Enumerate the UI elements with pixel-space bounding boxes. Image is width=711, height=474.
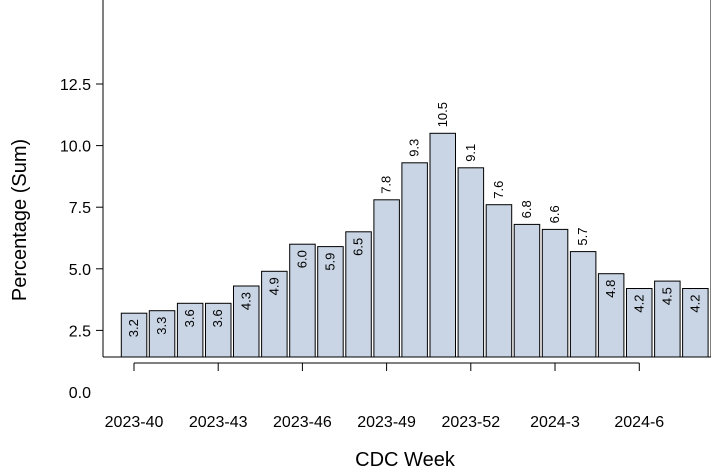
data-label: 6.6 bbox=[547, 205, 562, 223]
y-tick-label: 5.0 bbox=[69, 262, 91, 279]
y-tick-label: 7.5 bbox=[69, 200, 91, 217]
x-axis-title: CDC Week bbox=[355, 449, 456, 471]
data-label: 6.0 bbox=[294, 250, 309, 268]
y-ticks-group: 0.0 2.5 5.0 7.5 10.0 12.5 bbox=[60, 77, 103, 402]
bars-group: 3.2 3.3 3.6 3.6 4.3 4.9 6.0 5.9 6.5 7.8 9.3 10.5 9.1… bbox=[120, 102, 709, 358]
bar bbox=[569, 251, 597, 358]
y-tick-label: 0.0 bbox=[69, 385, 91, 402]
bar bbox=[120, 312, 148, 358]
data-label: 3.6 bbox=[210, 309, 225, 327]
data-label: 10.5 bbox=[435, 102, 450, 127]
y-tick-label: 10.0 bbox=[60, 139, 91, 156]
x-tick-label: 2024-6 bbox=[614, 414, 664, 431]
data-label: 3.3 bbox=[154, 317, 169, 335]
bar bbox=[289, 243, 316, 358]
bar bbox=[205, 302, 232, 358]
bar bbox=[626, 288, 653, 358]
bar bbox=[457, 167, 485, 358]
bar bbox=[401, 162, 428, 358]
bar bbox=[654, 280, 681, 358]
x-tick-label: 2023-43 bbox=[189, 414, 248, 431]
data-label: 6.8 bbox=[519, 200, 534, 218]
data-label: 6.5 bbox=[351, 238, 366, 256]
x-tick-label: 2023-52 bbox=[441, 414, 500, 431]
data-label: 5.7 bbox=[575, 228, 590, 246]
data-label: 5.9 bbox=[323, 253, 338, 271]
data-label: 4.2 bbox=[631, 295, 646, 313]
data-label: 9.3 bbox=[407, 139, 422, 157]
y-tick-label: 2.5 bbox=[69, 323, 91, 340]
bar bbox=[513, 223, 541, 358]
data-label: 7.8 bbox=[379, 176, 394, 194]
bar bbox=[597, 273, 625, 358]
x-ticks-group: 2023-40 2023-43 2023-46 2023-49 2023-52 2024-… bbox=[105, 362, 664, 431]
bar bbox=[373, 199, 400, 358]
bar bbox=[176, 302, 204, 358]
bar bbox=[148, 310, 176, 358]
data-label: 4.2 bbox=[687, 295, 702, 313]
data-label: 4.3 bbox=[238, 292, 253, 310]
data-label: 4.8 bbox=[603, 280, 618, 298]
data-label: 4.9 bbox=[266, 277, 281, 295]
x-tick-label: 2024-3 bbox=[530, 414, 580, 431]
bar bbox=[317, 246, 344, 358]
data-label: 7.6 bbox=[491, 181, 506, 199]
bar bbox=[261, 270, 288, 358]
y-axis-title: Percentage (Sum) bbox=[9, 139, 31, 301]
data-label: 4.5 bbox=[659, 287, 674, 305]
x-tick-label: 2023-49 bbox=[357, 414, 416, 431]
bar bbox=[233, 285, 260, 358]
x-tick-label: 2023-46 bbox=[273, 414, 332, 431]
data-label: 9.1 bbox=[463, 144, 478, 162]
bar bbox=[682, 288, 709, 358]
data-label: 3.6 bbox=[182, 309, 197, 327]
data-label: 3.2 bbox=[126, 319, 141, 337]
bar bbox=[541, 228, 569, 358]
bar bbox=[345, 231, 372, 358]
bar bbox=[485, 204, 513, 358]
x-tick-label: 2023-40 bbox=[105, 414, 164, 431]
y-tick-label: 12.5 bbox=[60, 77, 91, 94]
bar bbox=[429, 132, 456, 358]
